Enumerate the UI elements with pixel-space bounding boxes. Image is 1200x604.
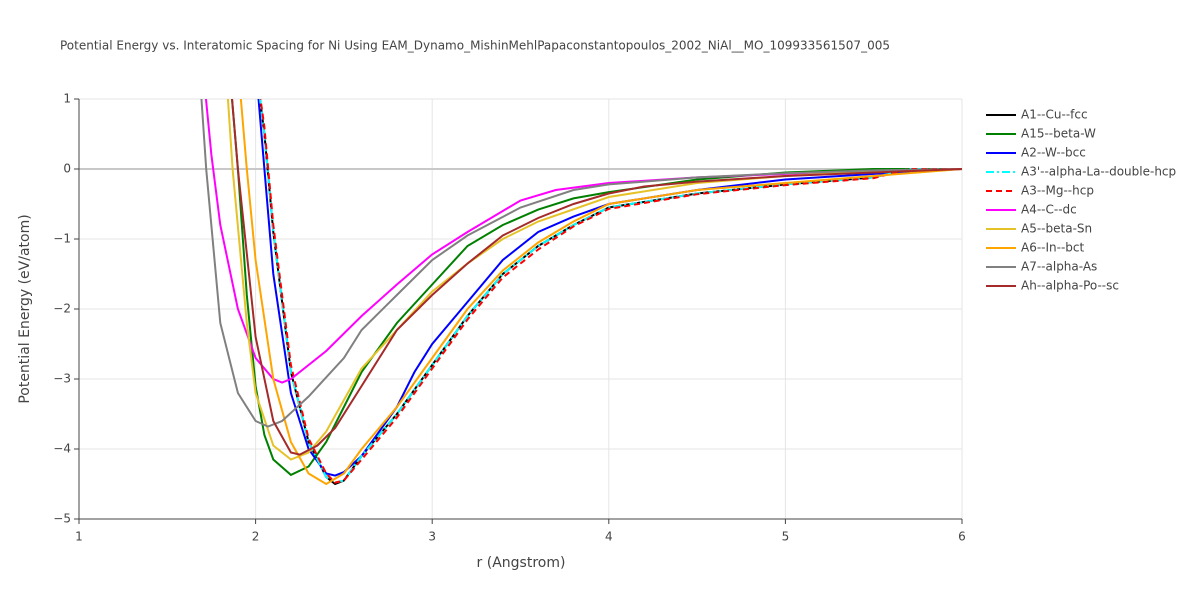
legend-item: A6--In--bct xyxy=(986,241,1085,255)
series-line xyxy=(226,99,963,461)
x-tick-label: 4 xyxy=(605,530,613,544)
legend-label: A2--W--bcc xyxy=(1021,146,1086,160)
series-line xyxy=(231,99,963,456)
series-line xyxy=(259,99,962,484)
legend-item: A5--beta-Sn xyxy=(986,222,1092,236)
x-tick-label: 5 xyxy=(782,530,790,544)
plot-area xyxy=(200,99,963,486)
y-tick-label: 1 xyxy=(63,92,71,106)
y-tick-label: −1 xyxy=(53,232,71,246)
legend-label: A3--Mg--hcp xyxy=(1021,184,1094,198)
legend-label: Ah--alpha-Po--sc xyxy=(1021,279,1119,293)
legend-label: A1--Cu--fcc xyxy=(1021,108,1088,122)
legend-item: A15--beta-W xyxy=(986,127,1096,141)
y-tick-label: −2 xyxy=(53,302,71,316)
x-axis-title: r (Angstrom) xyxy=(477,555,566,571)
legend-label: A3'--alpha-La--double-hcp xyxy=(1021,165,1176,179)
series-line xyxy=(204,99,963,384)
legend: A1--Cu--fcc A15--beta-W A2--W--bcc A3'--alp… xyxy=(986,108,1176,293)
series-line xyxy=(231,99,962,477)
chart-title: Potential Energy vs. Interatomic Spacing… xyxy=(60,39,890,53)
x-tick-label: 2 xyxy=(252,530,260,544)
legend-item: A7--alpha-As xyxy=(986,260,1097,274)
legend-item: A4--C--dc xyxy=(986,203,1077,217)
x-tick-label: 1 xyxy=(75,530,83,544)
grid: 1 2 3 4 5 6 −5 −4 −3 −2 −1 0 1 xyxy=(53,92,966,544)
y-axis-title: Potential Energy (eV/atom) xyxy=(17,214,33,403)
y-tick-label: −4 xyxy=(53,442,71,456)
legend-label: A5--beta-Sn xyxy=(1021,222,1092,236)
legend-label: A6--In--bct xyxy=(1021,241,1085,255)
legend-item: A1--Cu--fcc xyxy=(986,108,1088,122)
y-tick-label: −5 xyxy=(53,512,71,526)
series-line xyxy=(239,99,963,486)
legend-label: A15--beta-W xyxy=(1021,127,1096,141)
y-tick-label: 0 xyxy=(63,162,71,176)
legend-label: A7--alpha-As xyxy=(1021,260,1097,274)
legend-item: A3'--alpha-La--double-hcp xyxy=(986,165,1176,179)
legend-item: Ah--alpha-Po--sc xyxy=(986,279,1119,293)
series-line xyxy=(200,99,963,428)
x-tick-label: 6 xyxy=(958,530,966,544)
legend-item: A2--W--bcc xyxy=(986,146,1086,160)
x-tick-label: 3 xyxy=(428,530,436,544)
y-tick-label: −3 xyxy=(53,372,71,386)
legend-label: A4--C--dc xyxy=(1021,203,1077,217)
legend-item: A3--Mg--hcp xyxy=(986,184,1094,198)
